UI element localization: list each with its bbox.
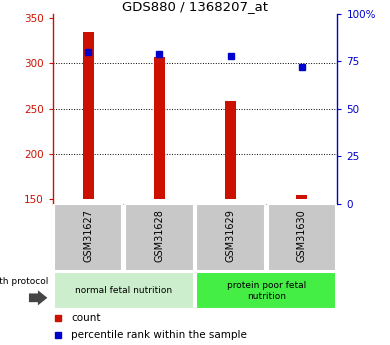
Text: GSM31629: GSM31629 <box>225 209 236 262</box>
Bar <box>268 204 336 271</box>
Bar <box>54 204 122 271</box>
Bar <box>154 57 165 199</box>
Bar <box>83 32 94 199</box>
FancyArrow shape <box>29 290 48 305</box>
Text: percentile rank within the sample: percentile rank within the sample <box>71 331 247 340</box>
Title: GDS880 / 1368207_at: GDS880 / 1368207_at <box>122 0 268 13</box>
Text: GSM31628: GSM31628 <box>154 209 165 262</box>
Bar <box>225 100 236 199</box>
Text: GSM31627: GSM31627 <box>83 209 93 262</box>
Text: count: count <box>71 313 101 323</box>
Text: protein poor fetal
nutrition: protein poor fetal nutrition <box>227 280 306 301</box>
Bar <box>54 273 193 309</box>
Bar <box>197 273 336 309</box>
Text: GSM31630: GSM31630 <box>297 209 307 262</box>
Bar <box>197 204 265 271</box>
Bar <box>125 204 193 271</box>
Text: normal fetal nutrition: normal fetal nutrition <box>75 286 172 295</box>
Text: growth protocol: growth protocol <box>0 277 48 286</box>
Bar <box>296 195 307 199</box>
